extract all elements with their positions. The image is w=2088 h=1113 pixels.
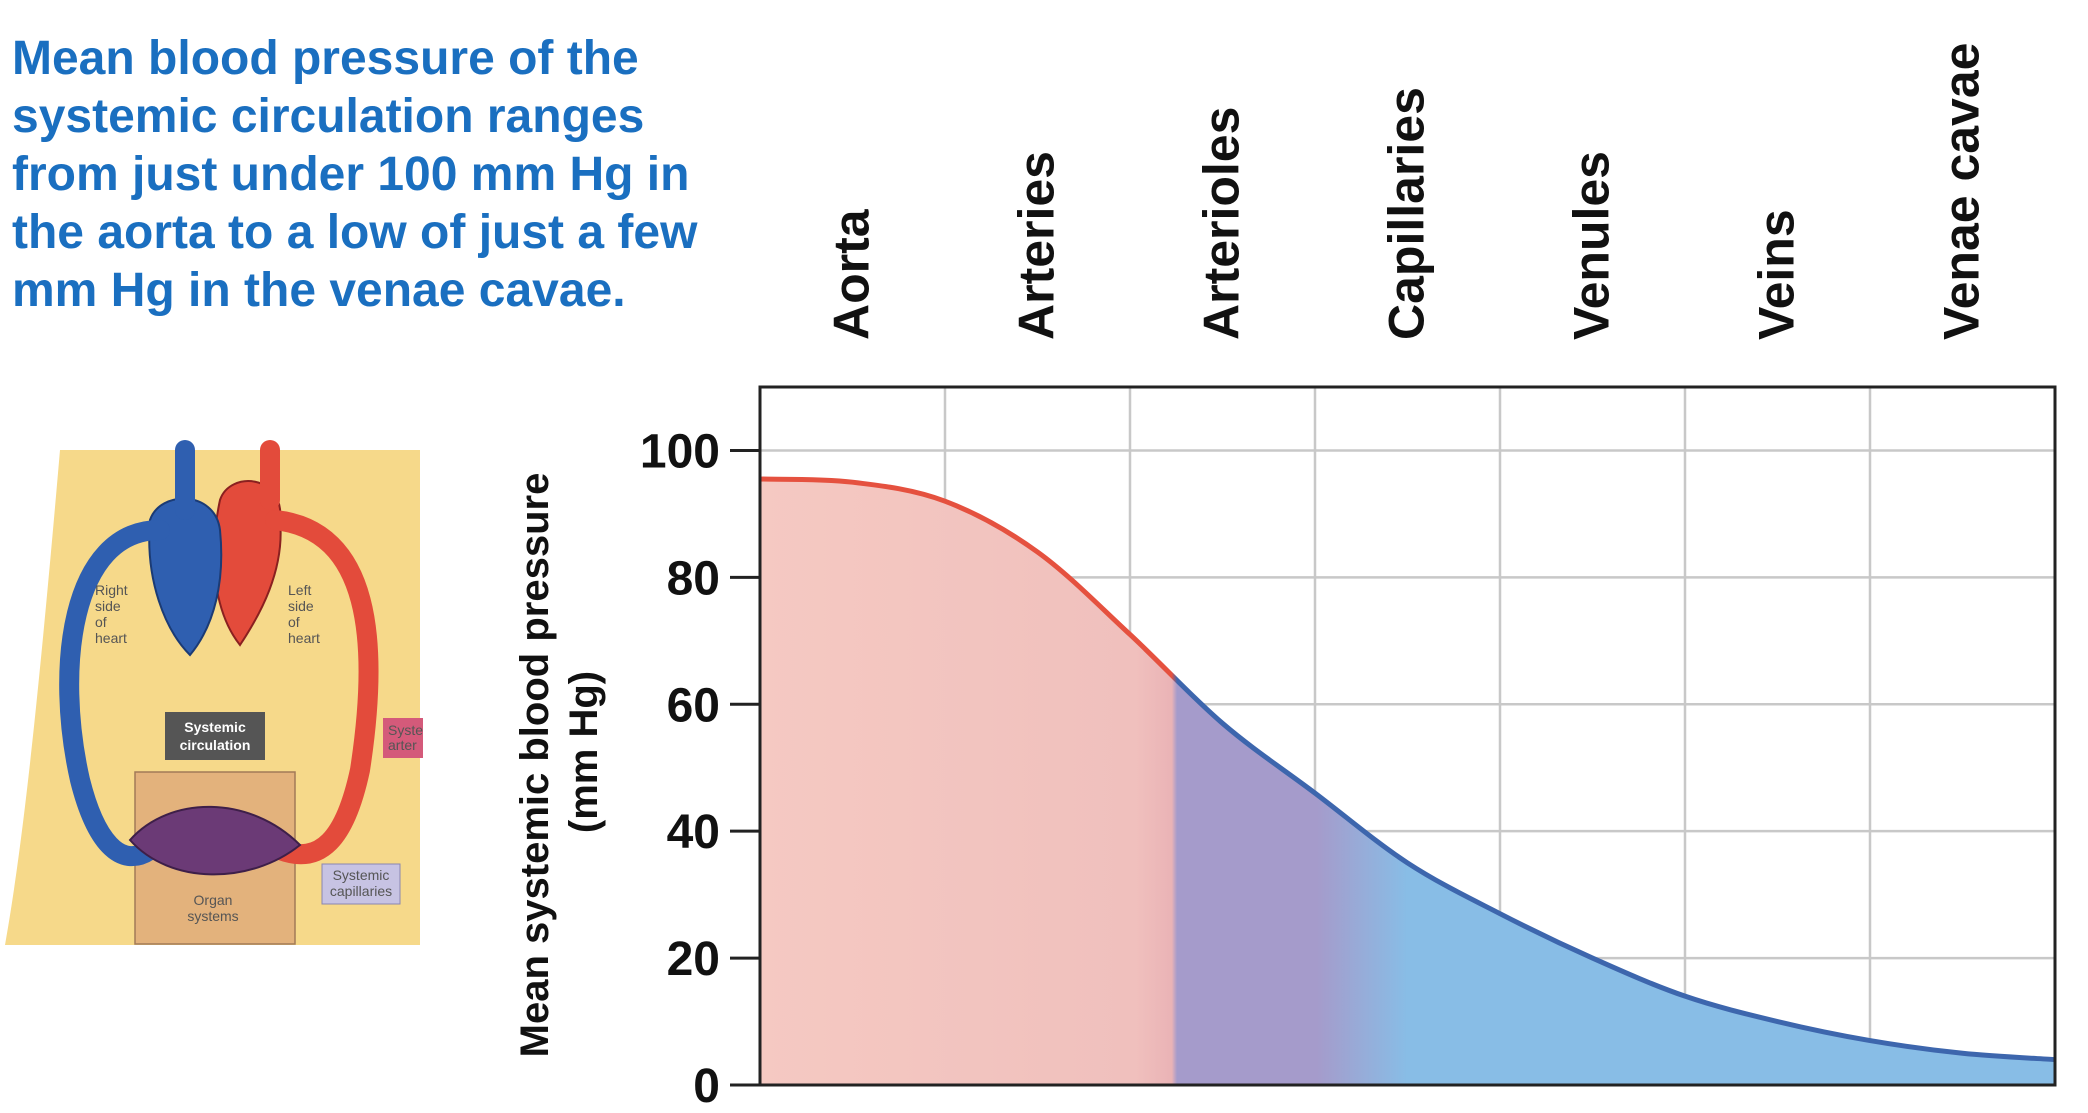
category-label-aorta: Aorta	[824, 208, 880, 340]
left-heart-label-line2: side	[288, 598, 314, 614]
y-tick-label: 40	[667, 806, 720, 859]
left-heart-label-line1: Left	[288, 582, 311, 598]
plot-frame	[758, 385, 2057, 1087]
y-tick-label: 100	[640, 425, 720, 478]
y-tick-label: 0	[693, 1060, 720, 1113]
y-tick-label: 60	[667, 679, 720, 732]
category-label-veins: Veins	[1749, 209, 1805, 340]
circulation-diagram: Systemic circulation Syste arter Systemi…	[5, 440, 423, 945]
red-vessel	[260, 440, 379, 865]
category-label-capillaries: Capillaries	[1379, 87, 1435, 340]
pressure-curve	[759, 476, 2056, 1063]
y-axis-ticks: 0 20 40 60 80 100	[640, 425, 760, 1113]
systemic-arteries-label-line1: Syste	[388, 722, 423, 738]
systemic-circulation-label-box	[165, 712, 265, 760]
category-label-venules: Venules	[1564, 151, 1620, 340]
right-heart-label-line1: Right	[95, 582, 128, 598]
y-axis-label-line1: Mean systemic blood pressure	[513, 473, 557, 1058]
blue-vessel	[59, 440, 195, 866]
organ-systems-label-line2: systems	[187, 908, 238, 924]
caption-text: Mean blood pressure of the systemic circ…	[12, 32, 698, 317]
right-heart-label-line4: heart	[95, 630, 127, 646]
y-axis-label-line2: (mm Hg)	[562, 671, 606, 833]
systemic-circulation-label-line2: circulation	[180, 737, 251, 753]
systemic-capillaries-label-box	[321, 863, 401, 905]
organ-systems-label-line1: Organ	[194, 892, 233, 908]
pressure-area-fill	[760, 479, 2055, 1085]
diagram-background	[5, 450, 420, 945]
left-heart-label-line3: of	[288, 614, 300, 630]
category-label-arteries: Arteries	[1009, 151, 1065, 340]
right-heart-label-line2: side	[95, 598, 121, 614]
y-tick-label: 20	[667, 933, 720, 986]
category-label-venae-cavae: Venae cavae	[1934, 43, 1990, 341]
category-labels: Aorta Arteries Arterioles Capillaries Venule…	[824, 43, 1990, 341]
systemic-circulation-label-line1: Systemic	[184, 719, 246, 735]
systemic-arteries-label-line2: arter	[388, 737, 417, 753]
left-heart-label-line4: heart	[288, 630, 320, 646]
right-heart-label-line3: of	[95, 614, 107, 630]
systemic-capillaries-label-line1: Systemic	[333, 867, 390, 883]
capillary-bed	[128, 805, 302, 876]
systemic-arteries-label-box	[383, 718, 423, 758]
y-tick-label: 80	[667, 552, 720, 605]
systemic-capillaries-label-line2: capillaries	[330, 883, 392, 899]
category-label-arterioles: Arterioles	[1194, 107, 1250, 340]
